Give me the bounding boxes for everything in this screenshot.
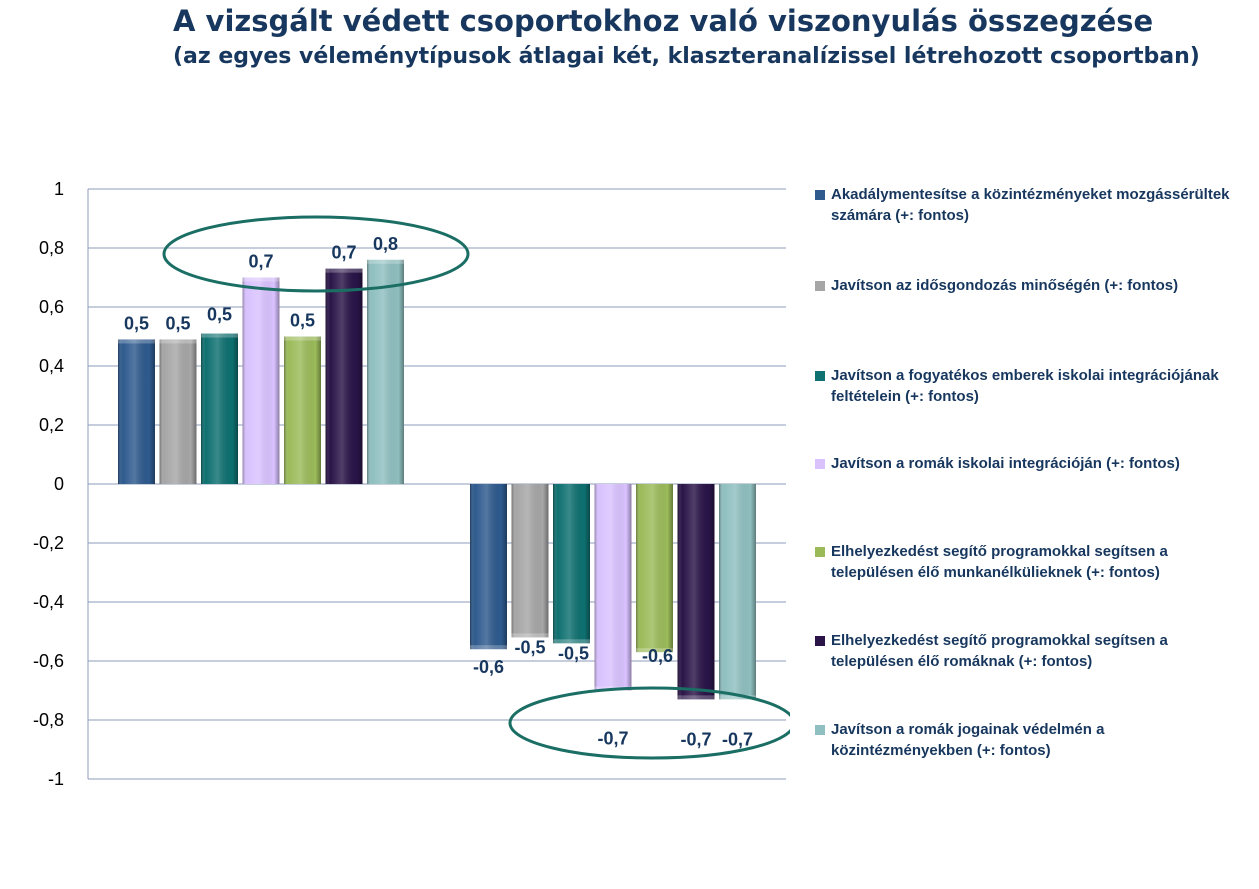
legend-label: Javítson a fogyatékos emberek iskolai in… bbox=[831, 367, 1219, 405]
bar-shading bbox=[594, 484, 632, 691]
bar-bevel bbox=[159, 339, 197, 344]
data-label: -0,6 bbox=[473, 657, 504, 677]
chart-title: A vizsgált védett csoportokhoz való visz… bbox=[173, 4, 1154, 38]
legend-label: Elhelyezkedést segítő programokkal segít… bbox=[831, 632, 1168, 670]
y-tick-label: -0,4 bbox=[33, 592, 64, 612]
legend-label: Akadálymentesítse a közintézményeket moz… bbox=[831, 186, 1230, 224]
data-label: -0,7 bbox=[597, 729, 628, 749]
data-label: -0,5 bbox=[558, 643, 589, 663]
y-tick-label: 0,8 bbox=[39, 238, 64, 258]
data-label: 0,7 bbox=[248, 252, 273, 272]
data-label: -0,7 bbox=[722, 729, 753, 749]
bar-shading bbox=[719, 484, 756, 700]
legend-item: Akadálymentesítse a közintézményeket moz… bbox=[815, 184, 1235, 226]
legend-swatch bbox=[815, 459, 825, 469]
data-label: 0,7 bbox=[331, 243, 356, 263]
y-tick-label: 0,2 bbox=[39, 415, 64, 435]
data-label: -0,6 bbox=[642, 646, 673, 666]
legend-swatch bbox=[815, 547, 825, 557]
y-tick-label: -0,2 bbox=[33, 533, 64, 553]
bar-shading bbox=[118, 339, 155, 484]
data-label: -0,7 bbox=[680, 729, 711, 749]
legend-item: Javítson az idősgondozás minőségén (+: f… bbox=[815, 275, 1235, 296]
highlight-ellipse-negative bbox=[508, 686, 790, 760]
bar-bevel bbox=[325, 268, 363, 273]
legend-label: Javítson a romák jogainak védelmén a köz… bbox=[831, 721, 1105, 759]
y-tick-label: -0,8 bbox=[33, 710, 64, 730]
bar-shading bbox=[553, 484, 590, 644]
legend-label: Elhelyezkedést segítő programokkal segít… bbox=[831, 543, 1168, 581]
legend-swatch bbox=[815, 636, 825, 646]
bar-shading bbox=[201, 333, 238, 484]
y-tick-label: 0 bbox=[54, 474, 64, 494]
legend-item: Javítson a fogyatékos emberek iskolai in… bbox=[815, 365, 1235, 407]
legend-swatch bbox=[815, 725, 825, 735]
chart-subtitle: (az egyes véleménytípusok átlagai két, k… bbox=[173, 44, 1200, 69]
bar-bevel bbox=[511, 633, 549, 638]
bar-chart: 1 0,8 0,6 0,4 0,2 0 -0,2 -0,4 -0,6 -0,8 -1 0,5 -0,6 0… bbox=[33, 179, 790, 789]
data-label: -0,5 bbox=[514, 637, 545, 657]
legend-label: Javítson az idősgondozás minőségén (+: f… bbox=[831, 277, 1179, 294]
bar-bevel bbox=[118, 339, 155, 344]
legend-swatch bbox=[815, 190, 825, 200]
y-tick-label: 0,6 bbox=[39, 297, 64, 317]
legend-item: Elhelyezkedést segítő programokkal segít… bbox=[815, 630, 1235, 672]
chart-title-block: A vizsgált védett csoportokhoz való visz… bbox=[173, 4, 1233, 71]
bar-bevel bbox=[201, 333, 238, 338]
legend-item: Javítson a romák iskolai integrációján (… bbox=[815, 453, 1235, 474]
bar-shading bbox=[677, 484, 715, 700]
bar-shading bbox=[159, 339, 197, 484]
bar-shading bbox=[325, 268, 363, 484]
legend-item: Elhelyezkedést segítő programokkal segít… bbox=[815, 541, 1235, 583]
bar-bevel bbox=[553, 639, 590, 644]
y-tick-label: -1 bbox=[48, 769, 64, 789]
y-tick-label: 1 bbox=[54, 179, 64, 199]
legend-swatch bbox=[815, 371, 825, 381]
data-label: 0,5 bbox=[290, 311, 315, 331]
bar-shading bbox=[636, 484, 673, 653]
bar-bevel bbox=[719, 695, 756, 700]
y-tick-label: 0,4 bbox=[39, 356, 64, 376]
bar-shading bbox=[470, 484, 507, 650]
data-label: 0,5 bbox=[165, 313, 190, 333]
data-label: 0,8 bbox=[373, 234, 398, 254]
data-label: 0,5 bbox=[124, 313, 149, 333]
bar-bevel bbox=[242, 277, 280, 282]
bar-shading bbox=[284, 336, 321, 484]
bar-shading bbox=[511, 484, 549, 638]
bar-bevel bbox=[470, 645, 507, 650]
legend-swatch bbox=[815, 281, 825, 291]
bar-bevel bbox=[367, 259, 404, 264]
bar-shading bbox=[242, 277, 280, 484]
bar-bevel bbox=[677, 695, 715, 700]
legend-label: Javítson a romák iskolai integrációján (… bbox=[831, 455, 1180, 472]
bar-bevel bbox=[284, 336, 321, 341]
bar-shading bbox=[367, 259, 404, 484]
bar-bevel bbox=[636, 648, 673, 653]
data-label: 0,5 bbox=[207, 305, 232, 325]
highlight-ellipse-positive bbox=[162, 215, 470, 293]
y-tick-label: -0,6 bbox=[33, 651, 64, 671]
legend-item: Javítson a romák jogainak védelmén a köz… bbox=[815, 719, 1235, 761]
